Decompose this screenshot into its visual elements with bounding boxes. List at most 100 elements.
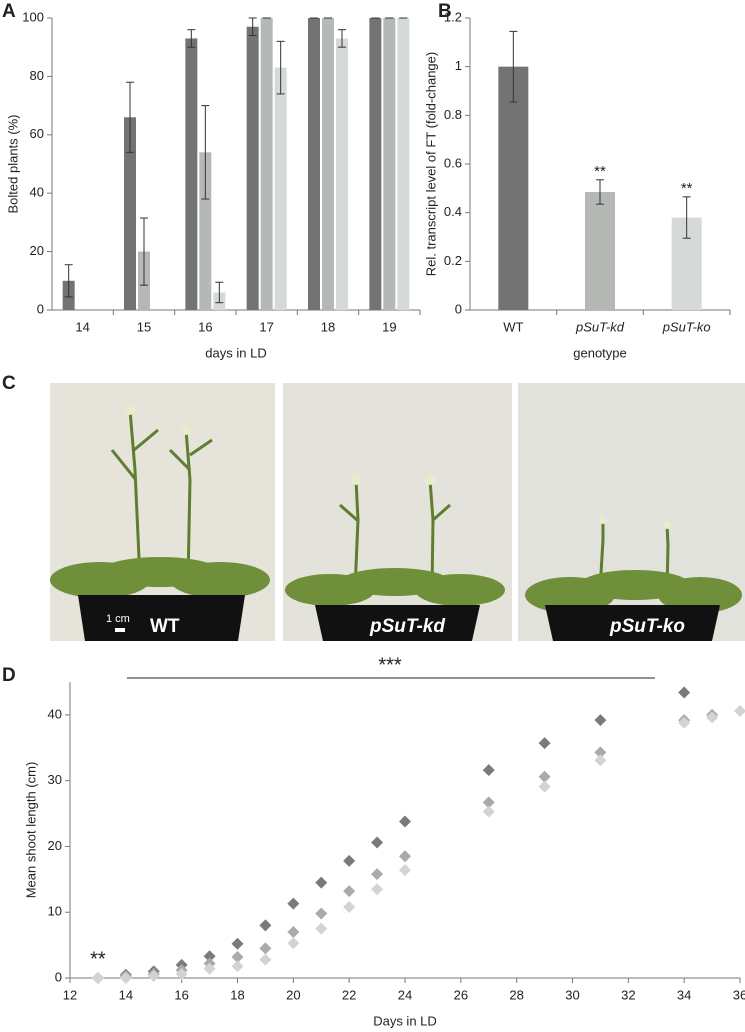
scale-bar-label: 1 cm <box>106 613 130 625</box>
marker <box>343 900 356 913</box>
y-tick-label: 0.2 <box>444 253 462 268</box>
marker <box>287 937 300 950</box>
marker <box>706 711 719 724</box>
y-tick-label: 80 <box>30 68 44 83</box>
y-tick-label: 0 <box>55 969 62 984</box>
y-tick-label: 0 <box>37 301 44 316</box>
x-tick-label: 18 <box>230 987 244 1002</box>
bar <box>308 18 320 310</box>
x-tick-label: 14 <box>119 987 133 1002</box>
marker <box>482 805 495 818</box>
x-tick-label: 36 <box>733 987 745 1002</box>
bar <box>322 18 334 310</box>
y-tick-label: 10 <box>48 904 62 919</box>
marker <box>594 714 607 727</box>
panel-label: A <box>2 1 16 22</box>
x-tick-label: 17 <box>259 319 273 334</box>
marker <box>175 968 188 981</box>
x-tick-label: 34 <box>677 987 691 1002</box>
marker <box>231 937 244 950</box>
marker <box>259 942 272 955</box>
marker <box>399 864 411 877</box>
bar <box>369 18 382 310</box>
bar <box>585 191 615 310</box>
bar <box>498 66 529 311</box>
marker <box>538 737 551 750</box>
y-tick-label: 30 <box>48 772 62 787</box>
bar <box>260 18 273 310</box>
marker <box>231 950 244 963</box>
y-tick-label: 0.4 <box>444 204 462 219</box>
y-tick-label: 1.2 <box>444 9 462 24</box>
annotation: *** <box>378 654 402 676</box>
x-tick-label: 16 <box>174 987 188 1002</box>
panel-label: B <box>438 1 452 22</box>
marker <box>287 925 300 938</box>
marker <box>343 885 356 898</box>
x-tick-label: 30 <box>565 987 579 1002</box>
x-tick-label: 26 <box>454 987 468 1002</box>
x-tick-label: 15 <box>137 319 151 334</box>
photo-label: pSuT-kd <box>369 616 445 637</box>
marker <box>203 962 216 975</box>
marker <box>538 780 551 793</box>
x-tick-label: 28 <box>509 987 523 1002</box>
x-tick-label: 14 <box>75 319 89 334</box>
photo-panel: 1 cm WT pSuT-kd pSuT-ko <box>50 383 745 641</box>
marker <box>594 746 607 759</box>
y-tick-label: 40 <box>30 185 44 200</box>
x-axis-label: Days in LD <box>373 1013 437 1028</box>
y-tick-label: 60 <box>30 126 44 141</box>
marker <box>259 953 272 966</box>
marker <box>678 686 691 699</box>
bar <box>246 26 259 310</box>
bar <box>185 38 198 310</box>
x-tick-label: 22 <box>342 987 356 1002</box>
marker <box>91 972 104 984</box>
y-tick-label: 20 <box>30 243 44 258</box>
marker <box>231 960 244 973</box>
marker <box>119 972 132 984</box>
x-tick-label: pSuT-kd <box>575 319 625 334</box>
panel-label: D <box>2 665 16 686</box>
annotation: ** <box>594 163 606 180</box>
x-tick-label: 16 <box>198 319 212 334</box>
marker <box>343 854 356 867</box>
y-tick-label: 20 <box>48 838 62 853</box>
photo-label: pSuT-ko <box>609 616 685 637</box>
x-tick-label: WT <box>503 319 523 334</box>
panel-label: C <box>2 373 16 394</box>
marker <box>147 970 160 983</box>
marker <box>594 754 607 767</box>
y-tick-label: 100 <box>22 9 44 24</box>
x-tick-label: 20 <box>286 987 300 1002</box>
bar <box>124 117 136 310</box>
marker <box>371 836 384 849</box>
marker <box>259 919 272 932</box>
marker <box>315 922 328 935</box>
bar <box>397 18 410 310</box>
marker <box>371 883 384 896</box>
marker <box>399 815 411 828</box>
y-tick-label: 0.6 <box>444 155 462 170</box>
annotation: ** <box>681 180 693 197</box>
x-tick-label: 32 <box>621 987 635 1002</box>
x-tick-label: 12 <box>63 987 77 1002</box>
x-axis-label: days in LD <box>205 345 266 360</box>
x-axis-label: genotype <box>573 345 627 360</box>
photo-label: WT <box>150 616 180 637</box>
marker <box>482 764 495 777</box>
bar <box>274 67 287 310</box>
y-tick-label: 1 <box>455 58 462 73</box>
bar <box>336 38 348 310</box>
marker <box>538 770 551 783</box>
marker <box>315 876 328 889</box>
marker <box>287 897 300 910</box>
y-axis-label: Mean shoot length (cm) <box>23 762 38 899</box>
marker <box>678 716 691 729</box>
marker <box>399 850 411 863</box>
marker <box>315 907 328 920</box>
x-tick-label: 18 <box>321 319 335 334</box>
bar <box>199 152 212 310</box>
y-axis-label: Rel. transcript level of FT (fold-change… <box>423 52 438 276</box>
